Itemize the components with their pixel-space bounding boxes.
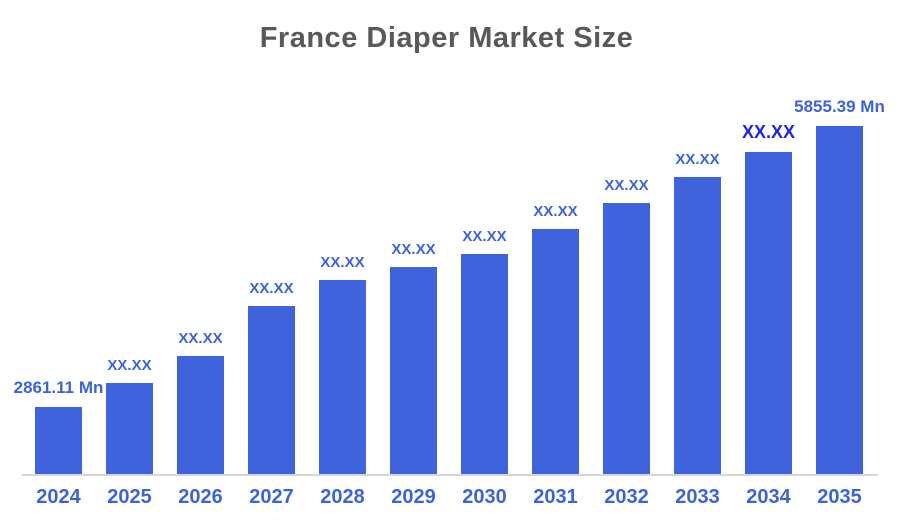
bar-value-label-2027: XX.XX [249,280,294,297]
bar-2033 [674,177,721,476]
bar-2027 [248,306,295,476]
bar-2032 [603,203,650,476]
x-axis-line [22,474,878,476]
x-axis-label-2024: 2024 [36,486,81,508]
chart-title: France Diaper Market Size [259,22,634,54]
bar-value-label-2033: XX.XX [675,151,720,168]
bar-value-label-2024: 2861.11 Mn [13,378,104,397]
bar-2024 [35,407,82,476]
x-axis-label-2029: 2029 [391,486,436,508]
bar-2030 [461,254,508,476]
bar-value-label-2030: XX.XX [462,228,507,245]
bar-value-label-2032: XX.XX [604,177,649,194]
x-axis-label-2030: 2030 [462,486,507,508]
x-axis-label-2027: 2027 [249,486,294,508]
bar-value-label-2034: XX.XX [741,122,796,142]
bar-value-label-2028: XX.XX [320,254,365,271]
bar-2026 [177,356,224,476]
bar-value-label-2035: 5855.39 Mn [794,97,885,116]
bar-2029 [390,267,437,476]
x-axis-label-2028: 2028 [320,486,365,508]
bar-value-label-2031: XX.XX [533,203,578,220]
bar-value-label-2026: XX.XX [178,330,223,347]
bar-2031 [532,229,579,476]
bar-2034 [745,152,792,476]
x-axis-label-2034: 2034 [746,486,791,508]
bar-value-label-2029: XX.XX [391,241,436,258]
bar-value-label-2025: XX.XX [107,357,152,374]
x-axis-label-2035: 2035 [817,486,862,508]
x-axis-label-2026: 2026 [178,486,223,508]
x-axis-label-2031: 2031 [533,486,578,508]
bar-2028 [319,280,366,476]
x-axis-label-2033: 2033 [675,486,720,508]
bar-2035 [816,126,863,476]
bar-2025 [106,383,153,476]
x-axis-label-2032: 2032 [604,486,649,508]
x-axis-label-2025: 2025 [107,486,152,508]
